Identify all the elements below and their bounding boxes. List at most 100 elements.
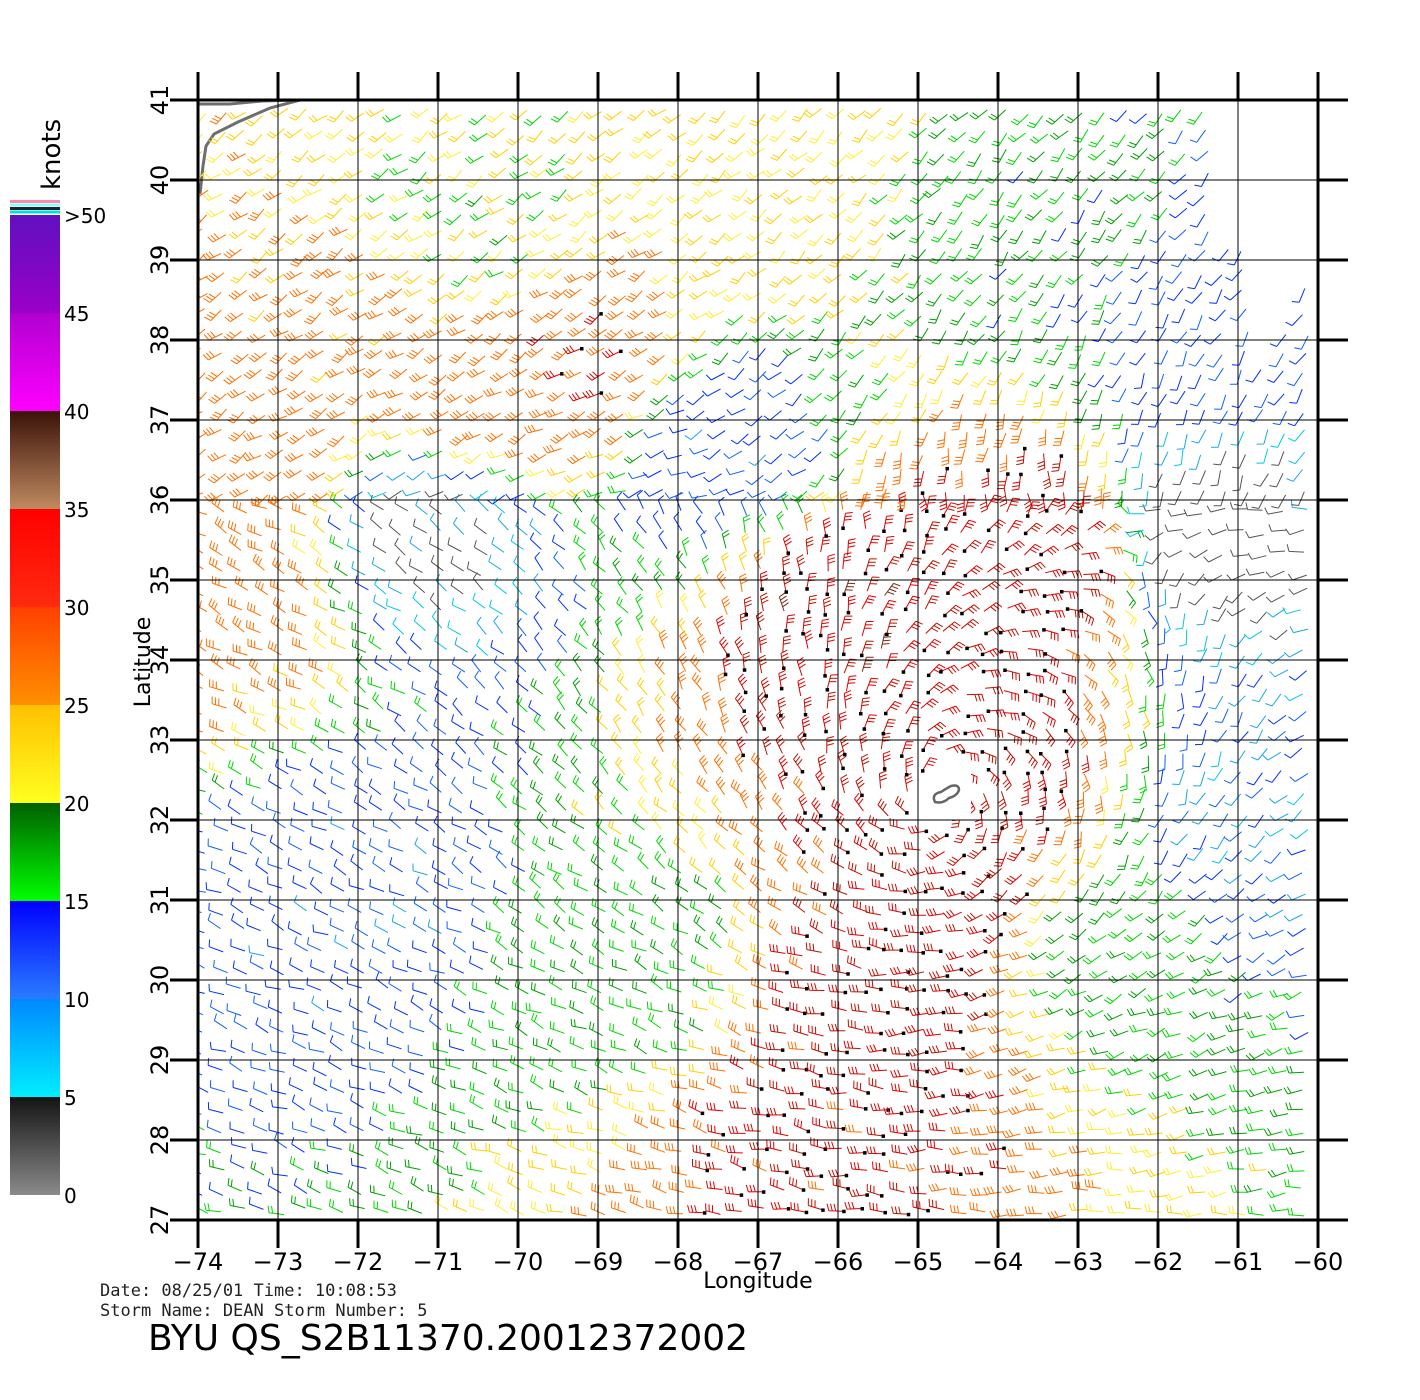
wind-barb	[228, 1198, 245, 1209]
wind-barb	[394, 537, 406, 556]
y-tick-label: 34	[146, 645, 174, 676]
wind-barb	[729, 271, 746, 285]
wind-barb	[1284, 747, 1303, 759]
wind-barb	[1192, 693, 1206, 708]
wind-barb	[268, 773, 282, 790]
wind-barb	[981, 468, 990, 488]
wind-barb	[625, 290, 643, 303]
wind-barb	[1093, 294, 1107, 310]
wind-barb	[209, 540, 223, 556]
wind-barb	[1064, 912, 1084, 924]
colorbar-cap-stripe	[10, 207, 60, 210]
wind-barb	[1008, 290, 1027, 303]
wind-barb	[312, 802, 328, 816]
wind-barb	[334, 960, 349, 974]
wind-barb	[946, 853, 966, 867]
wind-barb	[247, 208, 265, 222]
wind-barb	[763, 410, 782, 421]
wind-barb	[496, 695, 508, 714]
wind-barb	[1158, 653, 1169, 671]
wind-barb	[794, 813, 810, 832]
wind-barb	[677, 670, 687, 690]
wind-barb	[584, 188, 604, 197]
wind-barb	[777, 697, 787, 718]
wind-barb	[1248, 932, 1268, 940]
wind-barb	[368, 1041, 384, 1054]
wind-barb	[204, 492, 223, 502]
wind-barb	[1142, 710, 1151, 730]
wind-barb	[248, 879, 263, 893]
wind-barb	[1145, 668, 1155, 687]
wind-barb	[928, 1122, 946, 1132]
wind-barb	[327, 799, 343, 814]
wind-barb	[1124, 1200, 1142, 1210]
wind-barb	[1086, 1147, 1106, 1155]
wind-barb	[650, 1139, 666, 1153]
wind-barb	[469, 855, 482, 873]
wind-barb	[1025, 749, 1038, 769]
wind-barb	[391, 737, 404, 755]
wind-barb	[987, 1025, 1007, 1035]
wind-barb	[588, 696, 602, 713]
wind-barb	[766, 1107, 786, 1117]
wind-barb	[1184, 1153, 1204, 1161]
wind-barb	[569, 230, 587, 244]
wind-barb	[1132, 832, 1149, 846]
wind-barb	[884, 582, 901, 596]
wind-barb	[205, 152, 224, 164]
wind-barb	[989, 1160, 1007, 1170]
wind-barb	[1148, 473, 1163, 488]
wind-barb	[1021, 712, 1036, 730]
wind-barb	[549, 289, 568, 300]
wind-barb	[1169, 375, 1183, 391]
wind-barb	[1168, 174, 1187, 185]
wind-barb	[306, 471, 325, 481]
wind-barb	[432, 837, 447, 853]
wind-barb	[847, 926, 864, 937]
wind-barb	[719, 636, 730, 657]
wind-barb	[348, 878, 364, 891]
wind-barb	[927, 721, 947, 732]
wind-barb	[351, 560, 366, 576]
wind-barb	[198, 391, 207, 403]
wind-barb	[248, 1196, 264, 1210]
wind-barb	[607, 485, 626, 494]
colorbar-cap-stripe	[10, 203, 60, 207]
wind-barb	[408, 151, 426, 164]
wind-barb	[1036, 827, 1050, 845]
wind-barb	[746, 490, 766, 498]
wind-barb	[384, 288, 403, 299]
wind-barb	[1176, 693, 1185, 712]
wind-barb	[1245, 502, 1263, 511]
wind-barb	[1096, 809, 1105, 827]
wind-barb	[782, 635, 791, 653]
wind-barb	[695, 515, 706, 534]
wind-barb	[738, 551, 747, 571]
wind-barb	[713, 754, 724, 773]
wind-barb	[851, 129, 868, 143]
wind-barb	[909, 1186, 927, 1195]
wind-barb	[925, 622, 944, 634]
wind-barb	[364, 148, 384, 159]
wind-barb	[524, 348, 544, 358]
wind-barb	[729, 1100, 747, 1109]
wind-barb	[568, 215, 586, 228]
wind-barb	[863, 558, 877, 576]
wind-barb	[226, 389, 246, 399]
wind-barb	[804, 629, 813, 649]
wind-barb	[1134, 872, 1149, 887]
wind-barb	[505, 493, 525, 501]
wind-barb	[351, 1057, 367, 1070]
wind-barb	[808, 1024, 824, 1037]
wind-barb	[653, 571, 663, 590]
wind-barb	[636, 677, 648, 696]
wind-barb	[336, 674, 349, 692]
wind-barb	[664, 492, 684, 499]
wind-barb	[626, 998, 642, 1010]
wind-barb	[1145, 552, 1162, 565]
wind-barb	[385, 349, 404, 359]
wind-barb	[1091, 351, 1106, 367]
wind-barb	[791, 925, 809, 938]
wind-barb	[1127, 135, 1144, 149]
wind-barb	[847, 880, 865, 890]
